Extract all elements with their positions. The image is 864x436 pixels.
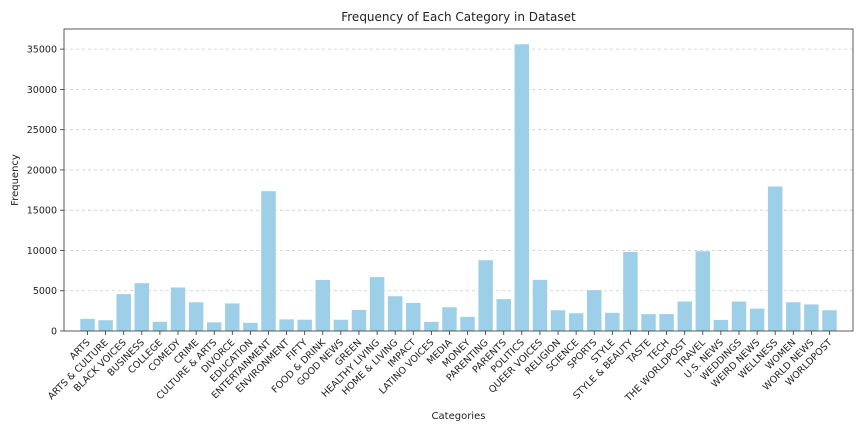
bar: [767, 186, 783, 331]
bar: [80, 318, 95, 331]
y-tick-label: 10000: [27, 246, 57, 257]
plot-frame: [63, 28, 854, 332]
grid-lines: [64, 48, 853, 292]
y-tick-label: 20000: [27, 165, 57, 176]
bar: [116, 294, 131, 331]
bar: [134, 283, 150, 331]
x-axis-label: Categories: [432, 411, 486, 422]
bar: [170, 287, 186, 331]
bar: [369, 277, 385, 331]
bar: [387, 296, 403, 331]
bar: [568, 313, 584, 331]
bar: [424, 321, 439, 331]
bar: [496, 299, 511, 331]
bar: [695, 251, 711, 331]
bar: [243, 322, 258, 331]
bar: [442, 307, 457, 331]
bars: [80, 44, 837, 332]
bar: [749, 308, 765, 331]
bar: [623, 251, 638, 331]
bar: [804, 304, 819, 331]
bar: [713, 319, 729, 331]
bar: [514, 44, 530, 332]
bar: [460, 316, 475, 331]
bar: [315, 279, 331, 331]
bar: [659, 314, 674, 331]
y-tick-label: 5000: [33, 286, 57, 297]
y-tick-label: 30000: [27, 85, 57, 96]
bar: [261, 191, 276, 331]
bar: [206, 322, 222, 331]
y-tick-label: 15000: [27, 206, 57, 217]
bar: [406, 302, 421, 331]
bar: [478, 260, 493, 331]
bar: [586, 290, 602, 331]
bar: [605, 312, 620, 331]
bar: [333, 319, 349, 331]
bar: [351, 309, 367, 331]
y-axis: 0 5000 10000 15000 20000 25000 30000 35000: [27, 45, 64, 337]
bar: [786, 302, 801, 331]
bar: [98, 320, 113, 331]
y-tick-label: 0: [51, 326, 57, 337]
chart-title: Frequency of Each Category in Dataset: [341, 10, 576, 24]
bar: [550, 310, 566, 331]
bar: [152, 321, 168, 331]
y-tick-label: 25000: [27, 125, 57, 136]
y-tick-label: 35000: [27, 45, 57, 56]
bar: [822, 310, 837, 331]
bar: [677, 301, 692, 331]
y-axis-label: Frequency: [10, 154, 21, 206]
bar: [188, 302, 204, 331]
bar: [297, 319, 312, 331]
bar: [532, 279, 548, 331]
bar: [225, 303, 240, 331]
bar: [641, 314, 656, 331]
bar: [279, 319, 294, 331]
bar: [731, 301, 747, 331]
